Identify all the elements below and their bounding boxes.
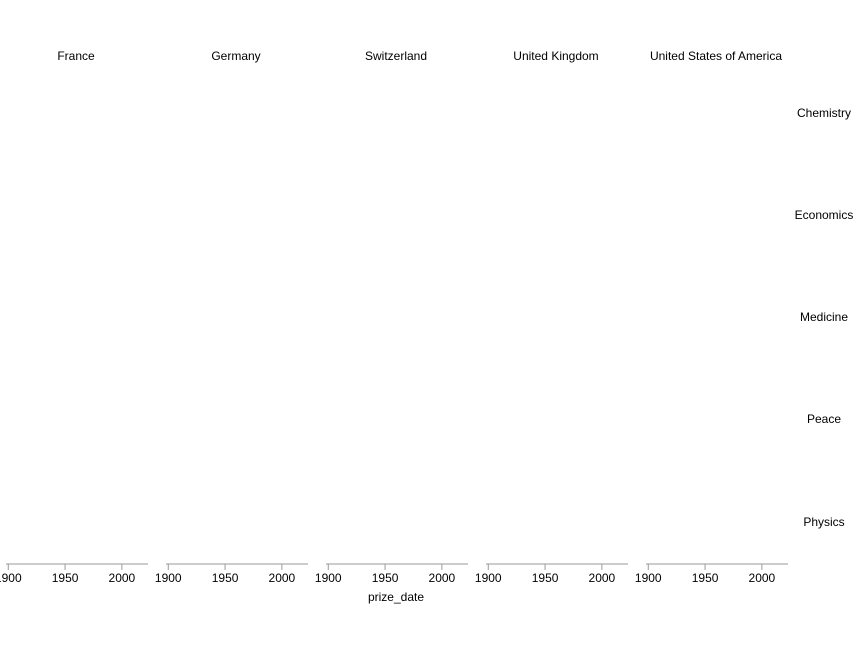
facet-panel: 1900 1950 2000 bbox=[635, 563, 788, 585]
column-facet-label: United States of America bbox=[650, 49, 782, 63]
column-facet-label: France bbox=[57, 49, 95, 63]
row-facet-headers: Chemistry Economics Medicine Peace Physics bbox=[795, 106, 854, 529]
facet-panel: 1900 1950 2000 bbox=[0, 563, 148, 585]
x-tick-label: 1900 bbox=[635, 571, 662, 585]
x-tick-label: 1950 bbox=[692, 571, 719, 585]
x-tick-label: 1900 bbox=[475, 571, 502, 585]
x-tick-label: 2000 bbox=[749, 571, 776, 585]
x-tick-label: 1950 bbox=[52, 571, 79, 585]
x-tick-label: 2000 bbox=[109, 571, 136, 585]
x-tick-label: 1950 bbox=[212, 571, 239, 585]
row-facet-label: Physics bbox=[803, 515, 844, 529]
row-facet-label: Chemistry bbox=[797, 106, 851, 120]
x-tick-label: 2000 bbox=[589, 571, 616, 585]
facet-panel: 1900 1950 2000 bbox=[315, 563, 468, 585]
column-facet-label: United Kingdom bbox=[513, 49, 598, 63]
row-facet-label: Peace bbox=[807, 412, 841, 426]
column-facet-headers: France Germany Switzerland United Kingdom Un… bbox=[57, 49, 782, 63]
x-tick-label: 2000 bbox=[429, 571, 456, 585]
facet-panels: 1900195020001900195020001900195020001900… bbox=[0, 563, 788, 585]
x-tick-label: 1950 bbox=[372, 571, 399, 585]
facet-panel: 1900 1950 2000 bbox=[155, 563, 308, 585]
x-tick-label: 1950 bbox=[532, 571, 559, 585]
column-facet-label: Switzerland bbox=[365, 49, 427, 63]
row-facet-label: Medicine bbox=[800, 310, 848, 324]
row-facet-label: Economics bbox=[795, 208, 854, 222]
x-tick-label: 2000 bbox=[269, 571, 296, 585]
x-tick-label: 1900 bbox=[315, 571, 342, 585]
facet-panel: 1900 1950 2000 bbox=[475, 563, 628, 585]
x-tick-label: 1900 bbox=[155, 571, 182, 585]
x-axis-label: prize_date bbox=[368, 590, 424, 604]
column-facet-label: Germany bbox=[211, 49, 260, 63]
x-tick-label: 1900 bbox=[0, 571, 22, 585]
